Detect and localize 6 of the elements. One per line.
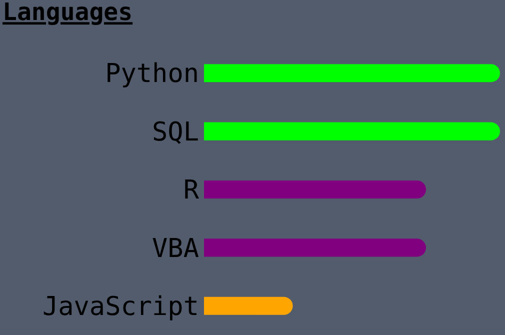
y-tick-label: JavaScript <box>42 292 199 322</box>
y-tick-label: SQL <box>152 117 199 148</box>
y-tick-label: Python <box>105 59 199 90</box>
chart-title: Languages <box>2 0 133 26</box>
y-tick-label: VBA <box>152 234 200 264</box>
y-tick-label: R <box>183 176 200 206</box>
